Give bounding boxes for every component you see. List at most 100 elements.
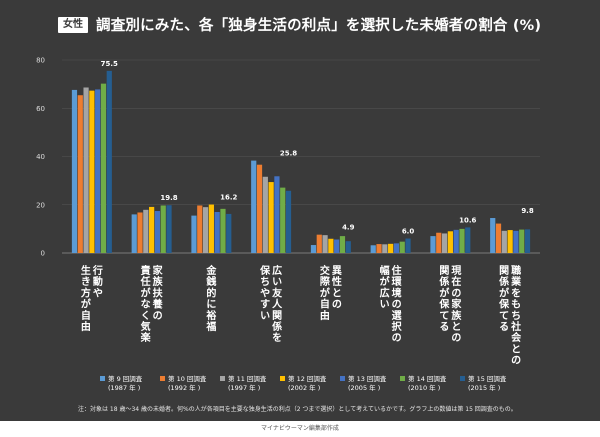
legend-series-name: 第 9 回調査 — [108, 374, 143, 383]
category-label-char: 境 — [392, 286, 402, 299]
category-label-char: 保 — [259, 264, 271, 277]
category-label-char: 幅 — [380, 264, 390, 277]
category-label-char: る — [439, 321, 449, 333]
category-label-char: 保 — [498, 298, 510, 311]
bar — [226, 213, 232, 253]
category-label-char: を — [272, 332, 282, 344]
bar — [274, 176, 280, 253]
data-label: 6.0 — [402, 228, 415, 236]
category-label-char: 広 — [380, 286, 390, 299]
bar — [137, 212, 143, 253]
bar — [513, 230, 519, 253]
category-label-char: 気 — [140, 320, 151, 333]
bar — [160, 205, 166, 253]
category-label-char: に — [206, 299, 216, 311]
legend-series-name: 第 15 回調査 — [468, 374, 507, 383]
category-label-char: と — [451, 321, 461, 333]
category-label-char: の — [153, 311, 163, 322]
category-label-char: る — [499, 321, 509, 333]
category-label-char: 金 — [205, 264, 217, 277]
category-label-char: 交 — [320, 264, 330, 277]
bar — [388, 243, 394, 253]
data-label: 4.9 — [342, 224, 355, 232]
bar — [202, 207, 209, 253]
category-label-char: 択 — [392, 320, 403, 333]
category-label-char: 環 — [392, 276, 403, 288]
bar — [507, 230, 513, 253]
category-label-char: 自 — [81, 309, 91, 322]
category-label-char: が — [380, 275, 391, 288]
category-label-char: 職 — [511, 264, 521, 277]
bar — [262, 176, 268, 253]
category-label-char: の — [451, 333, 461, 344]
bar — [453, 229, 459, 253]
bar — [376, 244, 382, 253]
bar — [501, 230, 507, 253]
legend-series-year: (2010 年 ) — [408, 383, 440, 392]
category-label-char: 関 — [272, 310, 282, 322]
bar — [280, 187, 286, 253]
legend-swatch — [220, 376, 225, 381]
legend-swatch — [340, 376, 345, 381]
bar — [149, 206, 155, 253]
legend-swatch — [100, 376, 105, 381]
category-label-char: 広 — [272, 264, 282, 277]
bar — [334, 239, 340, 253]
y-tick-label: 80 — [36, 57, 45, 65]
category-label-char: 扶 — [153, 286, 164, 299]
category-label-char: な — [141, 299, 151, 311]
category-label-char: の — [511, 356, 521, 367]
category-label-char: 業 — [510, 275, 522, 288]
category-label-char: 住 — [392, 264, 402, 277]
data-label: 19.8 — [160, 194, 177, 202]
bar — [89, 90, 95, 253]
category-label-char: や — [260, 287, 270, 299]
category-label-char: 自 — [320, 298, 330, 311]
category-label-char: と — [511, 343, 521, 355]
category-label-char: 由 — [81, 320, 91, 333]
bar — [256, 164, 263, 253]
legend-series-year: (2005 年 ) — [348, 383, 380, 392]
category-label-char: い — [272, 277, 282, 288]
legend-swatch — [280, 376, 285, 381]
category-label-char: 会 — [511, 331, 521, 344]
category-label-char: や — [93, 287, 103, 299]
category-label-char: い — [380, 300, 390, 311]
y-tick-label: 0 — [41, 250, 45, 258]
category-label-char: を — [511, 287, 521, 299]
category-label-char: 性 — [331, 275, 342, 288]
category-label-char: 異 — [332, 265, 342, 277]
category-label-char: て — [499, 310, 509, 322]
category-label-char: の — [392, 333, 402, 344]
bar — [191, 215, 197, 253]
data-label: 25.8 — [280, 150, 297, 158]
bar — [310, 245, 317, 253]
category-label-char: の — [392, 300, 402, 311]
category-label-char: 選 — [392, 309, 402, 322]
y-tick-label: 40 — [36, 153, 45, 161]
bar — [214, 211, 220, 253]
category-label-char: 的 — [206, 286, 216, 299]
bar — [154, 211, 161, 253]
bar — [490, 218, 496, 253]
bar — [345, 241, 351, 253]
category-label-char: 人 — [272, 298, 283, 311]
category-label-char: が — [141, 286, 152, 299]
legend-swatch — [160, 376, 165, 381]
legend-series-name: 第 12 回調査 — [288, 374, 327, 383]
category-label-char: 方 — [81, 286, 91, 299]
category-label-char: 養 — [152, 298, 163, 311]
bar — [495, 223, 502, 253]
data-label: 75.5 — [101, 60, 118, 68]
category-label-char: 福 — [205, 320, 216, 333]
bar — [399, 241, 405, 253]
category-label-char: す — [260, 299, 270, 311]
category-label-char: 家 — [451, 298, 462, 311]
category-label-char: 族 — [153, 275, 164, 288]
